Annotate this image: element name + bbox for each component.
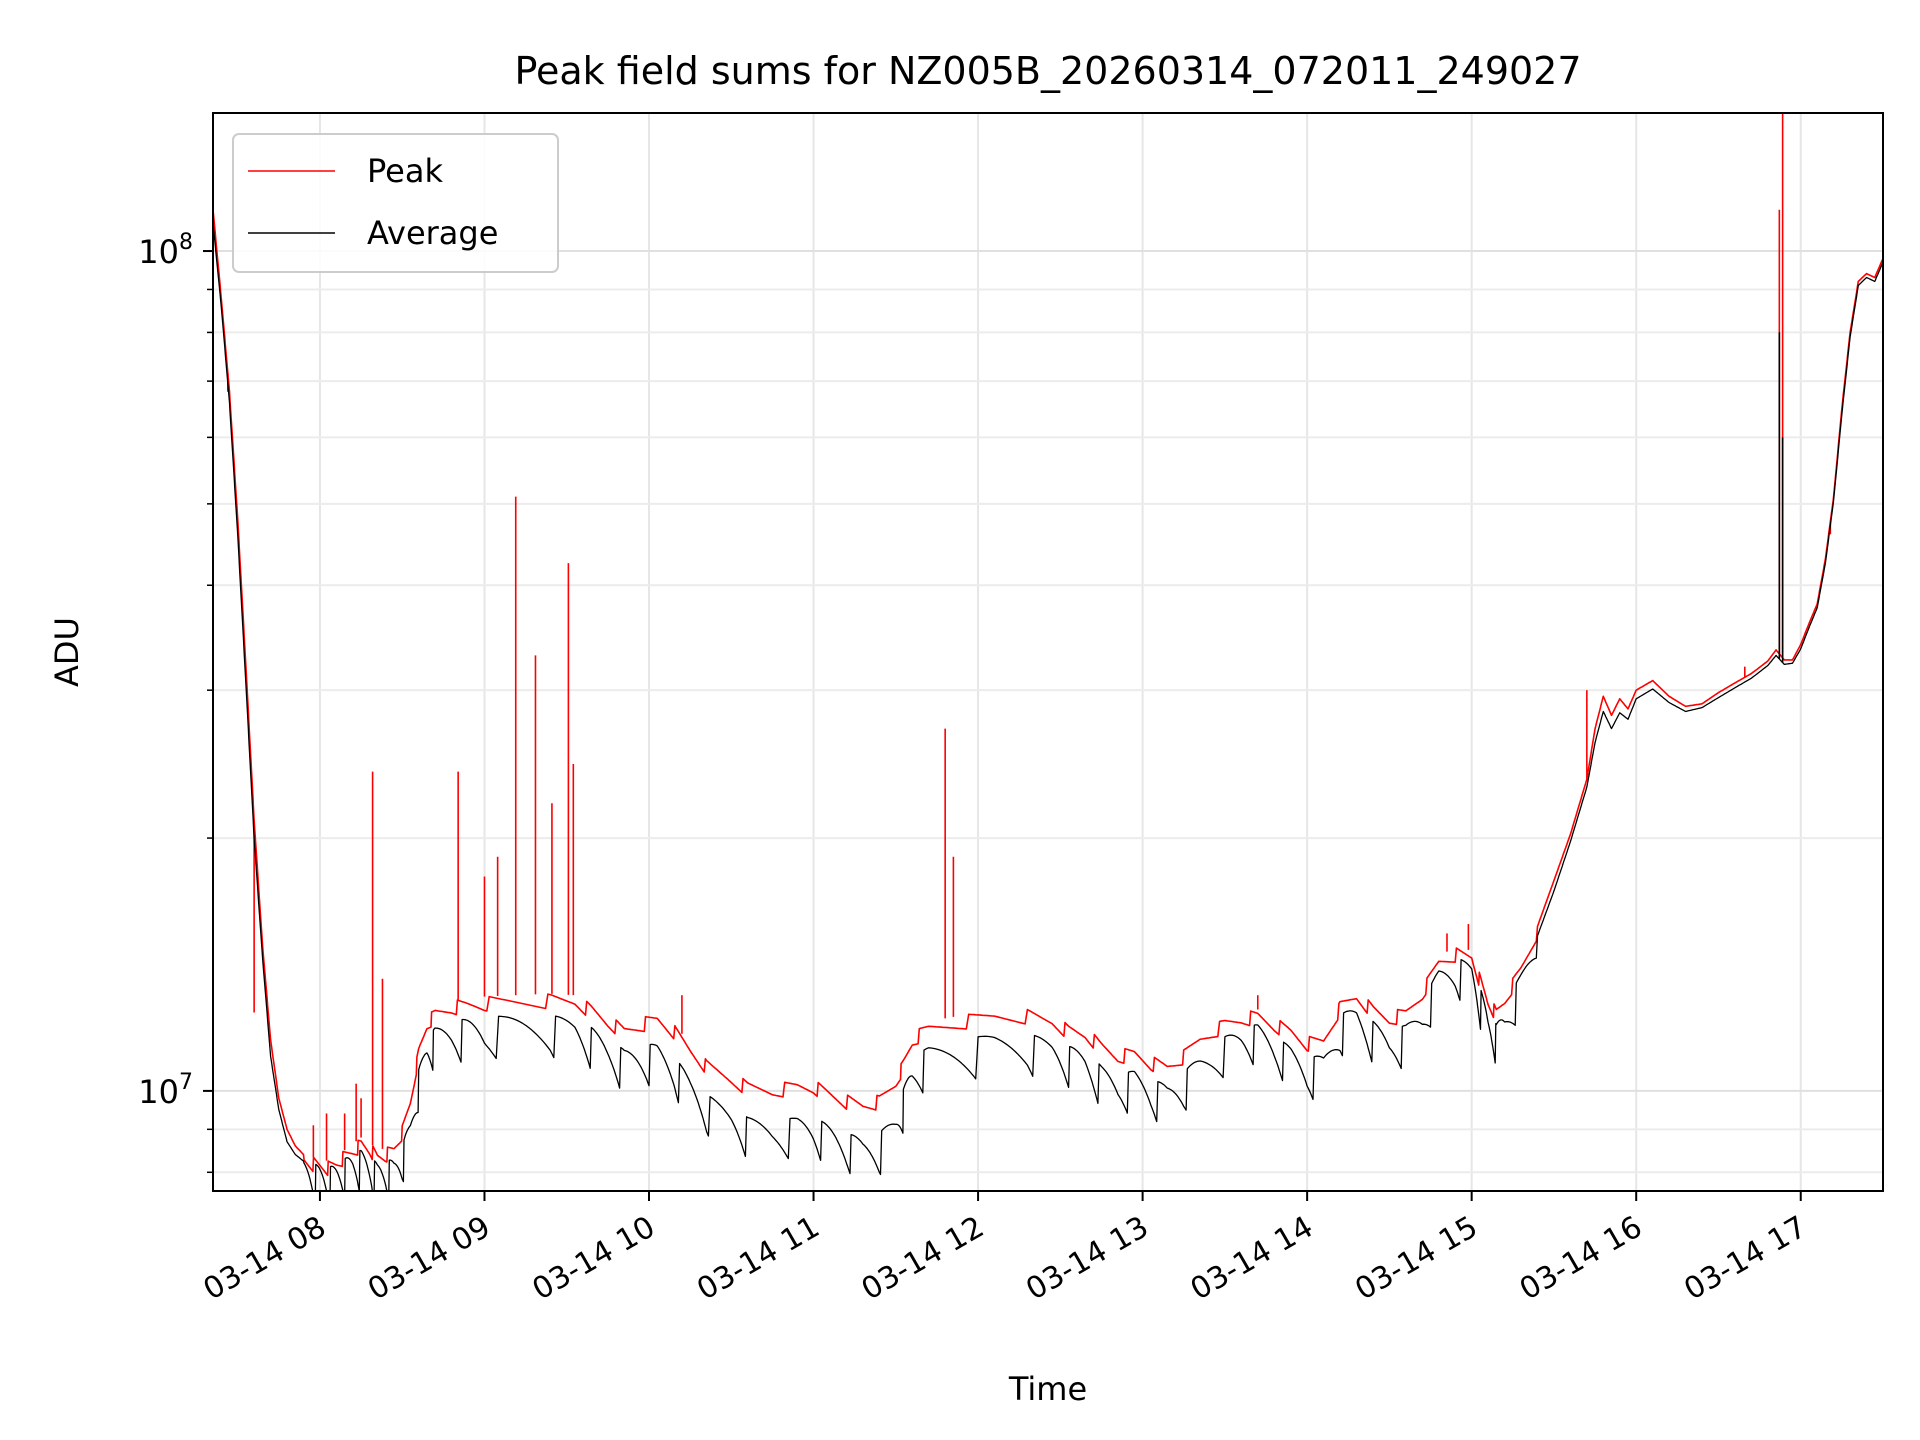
legend-box <box>232 133 559 273</box>
plot-area <box>213 113 1883 1191</box>
legend-label-peak: Peak <box>367 152 443 190</box>
y-axis: 107 108 <box>138 230 213 1174</box>
gridlines <box>213 113 1883 1191</box>
y-tick-label: 108 <box>138 230 193 271</box>
series-layer <box>213 113 1883 1191</box>
legend-label-average: Average <box>367 214 498 252</box>
plot-frame <box>212 112 1884 1192</box>
y-tick-label: 107 <box>138 1070 193 1111</box>
chart-title: Peak field sums for NZ005B_20260314_0720… <box>514 49 1581 93</box>
series-line-peak <box>213 209 1883 1177</box>
series-line-average <box>213 222 1883 1191</box>
y-axis-label: ADU <box>48 617 86 687</box>
legend: Peak Average <box>232 133 559 273</box>
x-axis-label: Time <box>1008 1370 1087 1408</box>
